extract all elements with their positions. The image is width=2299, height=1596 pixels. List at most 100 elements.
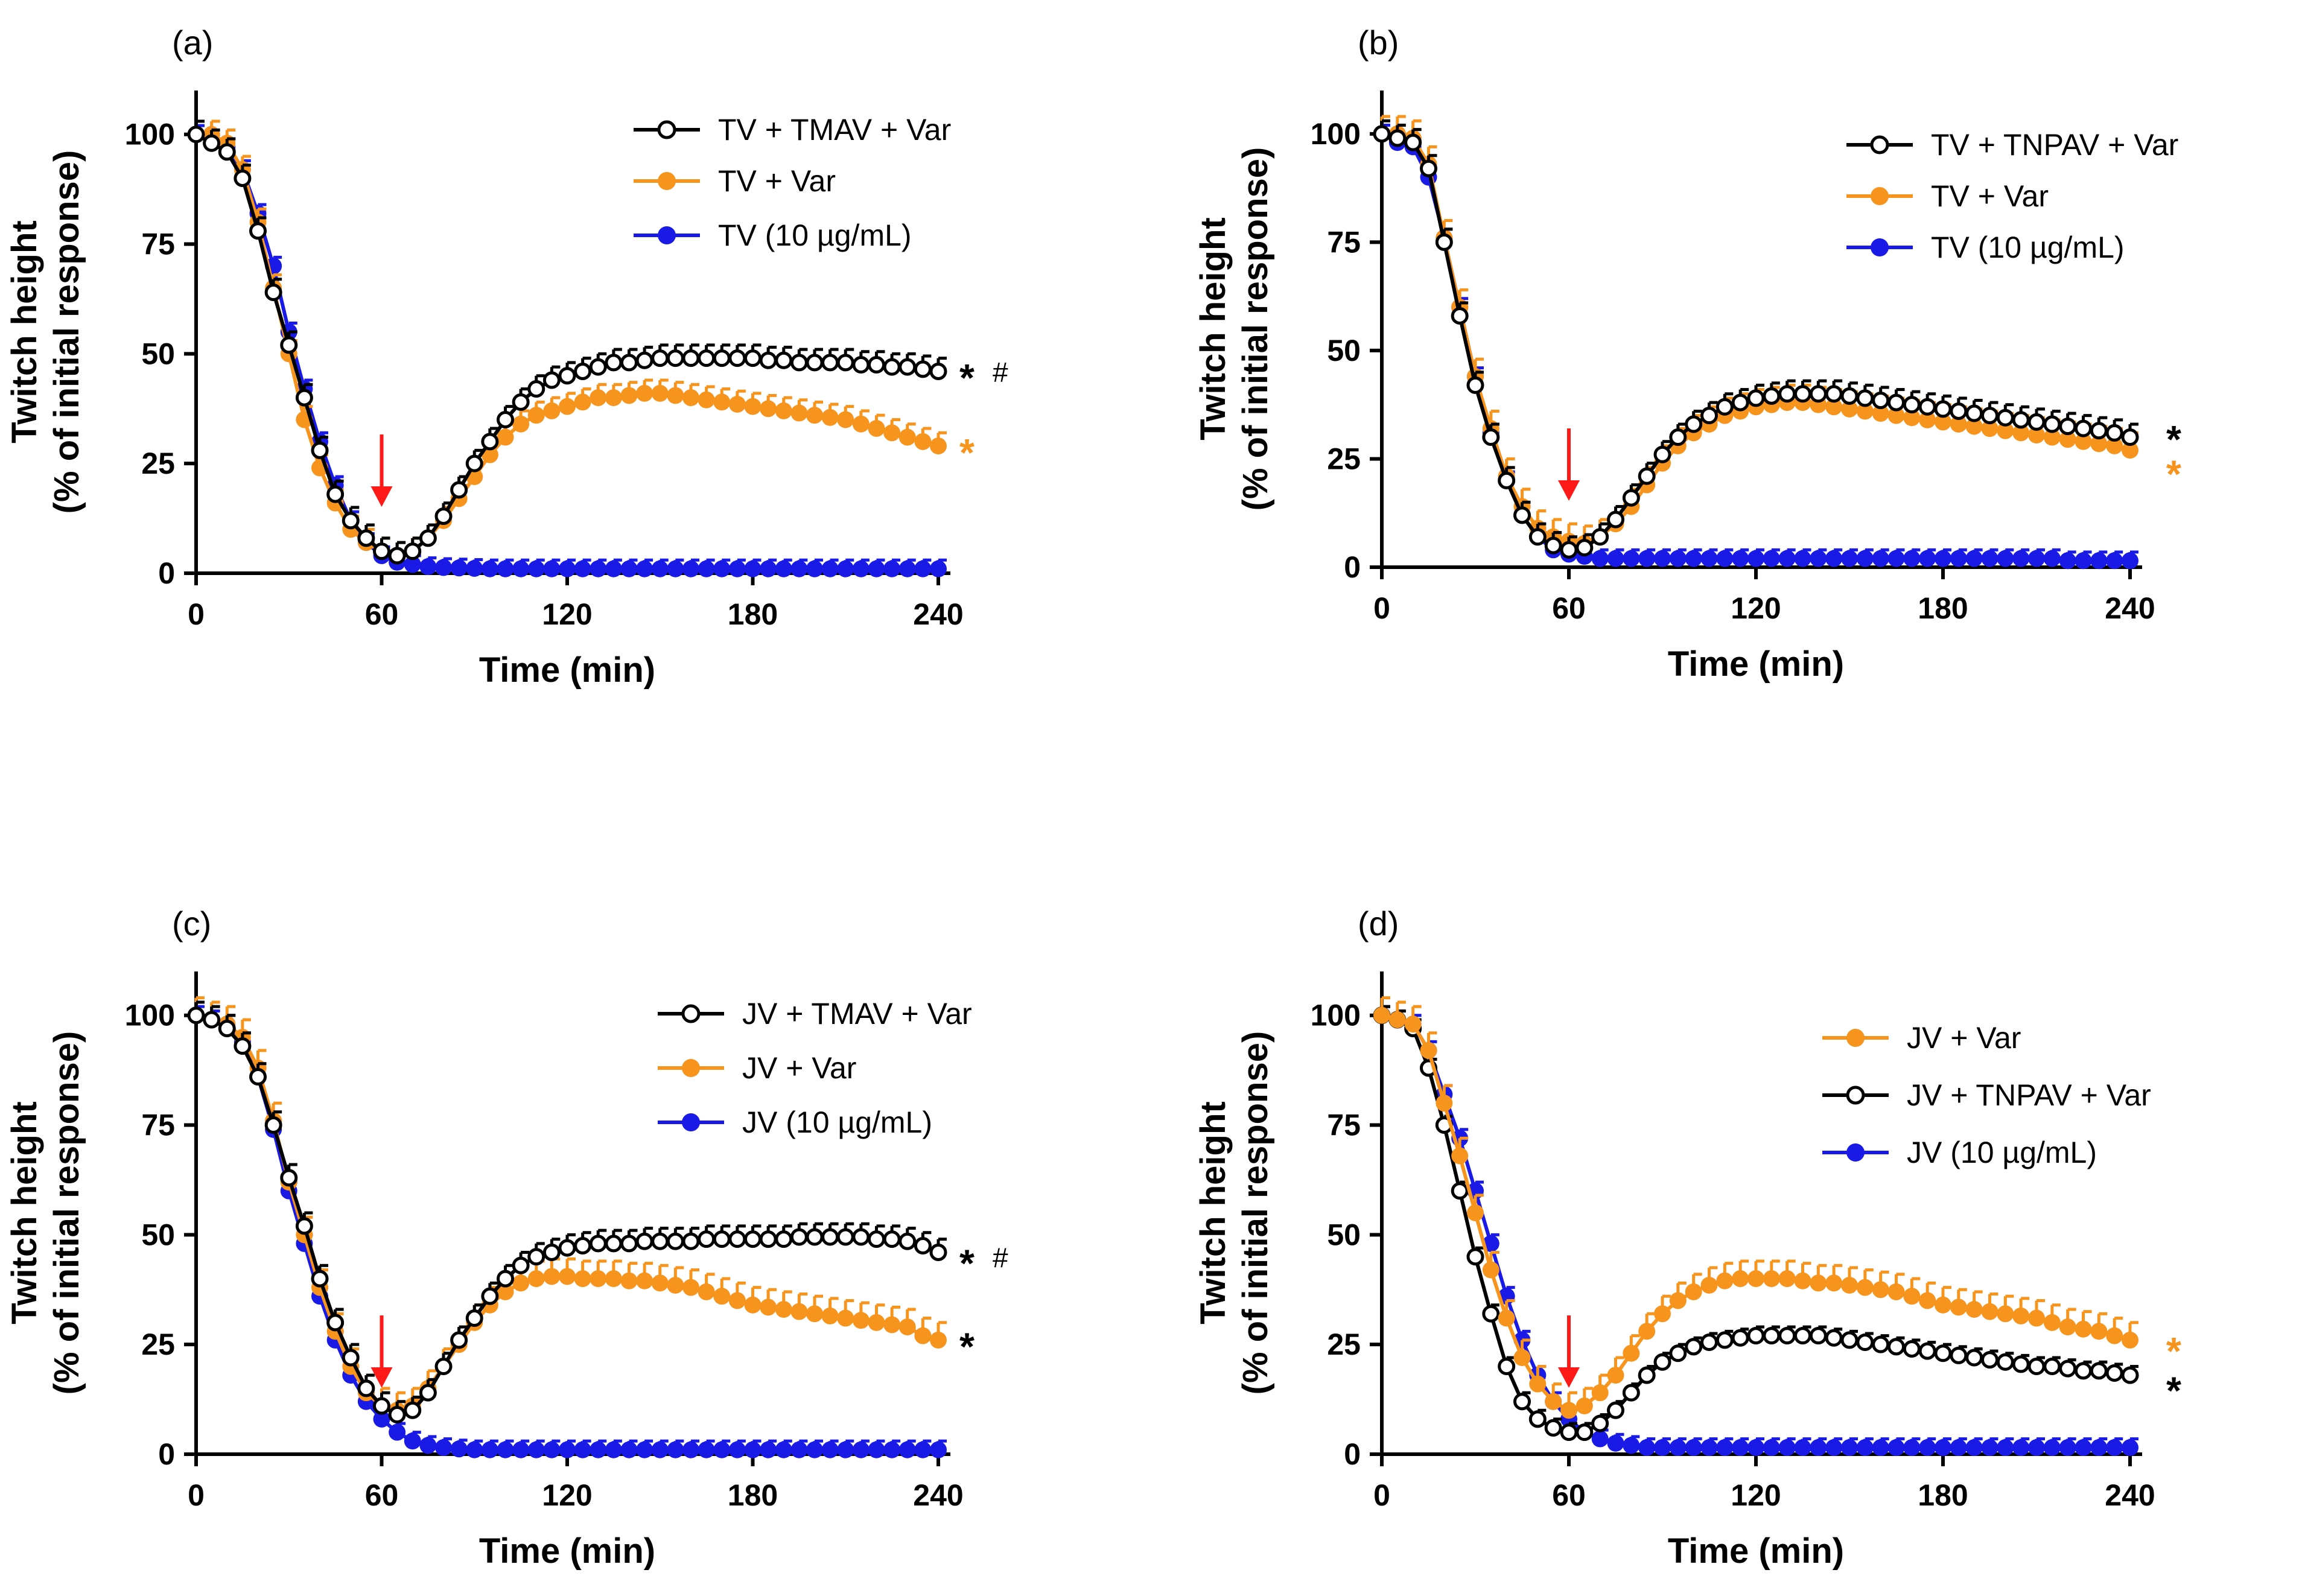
data-point (744, 398, 762, 415)
data-point (1809, 1327, 1827, 1345)
data-point (2106, 1439, 2123, 1457)
data-point (651, 384, 669, 402)
data-point (929, 1243, 947, 1261)
data-point (1856, 389, 1874, 407)
data-point (605, 1235, 623, 1253)
data-point (760, 560, 777, 577)
data-point (357, 529, 375, 547)
data-point (311, 441, 329, 459)
data-point (2122, 552, 2138, 570)
data-point (388, 1406, 406, 1424)
data-point (1591, 1414, 1609, 1432)
data-point (527, 380, 545, 398)
data-point (373, 1397, 390, 1415)
data-point (1669, 1439, 1687, 1457)
data-point (1965, 1439, 1983, 1457)
data-point (1919, 411, 1936, 428)
data-point (620, 1235, 638, 1253)
legend-label: TV + TMAV + Var (718, 113, 951, 147)
data-point (512, 393, 530, 411)
data-point (574, 1441, 591, 1458)
data-point (1950, 1346, 1968, 1364)
data-point (1591, 550, 1609, 567)
legend-marker (658, 172, 676, 190)
data-point (1638, 550, 1656, 567)
data-point (2122, 442, 2138, 459)
y-tick-label: 25 (1327, 1327, 1361, 1361)
data-point (1918, 1342, 1936, 1360)
data-point (2027, 1358, 2046, 1376)
significance-asterisk: * (959, 431, 975, 474)
data-point (1997, 550, 2014, 567)
data-point (1872, 392, 1890, 409)
data-point (667, 387, 684, 404)
data-point (342, 512, 360, 530)
data-point (1591, 528, 1609, 546)
data-point (1763, 1270, 1780, 1288)
data-point (728, 396, 746, 413)
data-point (883, 358, 901, 376)
data-point (574, 560, 591, 577)
data-point (930, 1331, 947, 1349)
legend-entry: JV (10 µg/mL) (658, 1105, 932, 1139)
data-point (1809, 385, 1827, 403)
y-tick-label: 25 (141, 447, 175, 480)
data-point (2043, 1439, 2061, 1457)
data-point (636, 1441, 653, 1458)
data-point (713, 349, 731, 367)
data-point (698, 560, 715, 577)
data-point (1825, 1274, 1843, 1292)
data-point (1935, 1439, 1951, 1457)
data-point (2075, 1320, 2092, 1338)
data-point (2090, 1362, 2108, 1380)
y-tick-label: 50 (141, 337, 175, 370)
y-tick-label: 50 (141, 1218, 175, 1251)
data-point (759, 351, 777, 369)
y-tick-label: 0 (1344, 550, 1361, 584)
data-point (1420, 1041, 1437, 1059)
treatment-arrow-head (370, 486, 393, 507)
data-point (1997, 1305, 2014, 1323)
data-point (1778, 550, 1796, 567)
data-point (1825, 385, 1843, 403)
data-point (1950, 550, 1967, 567)
data-point (1856, 1279, 1874, 1296)
data-point (481, 1287, 499, 1305)
data-point (1856, 1439, 1874, 1457)
y-tick-label: 75 (141, 227, 175, 261)
data-point (1935, 1296, 1951, 1314)
data-point (559, 398, 576, 415)
data-point (497, 428, 514, 446)
data-point (1591, 1384, 1609, 1402)
data-point (373, 542, 390, 561)
data-point (373, 1410, 390, 1428)
data-point (868, 1441, 885, 1458)
data-point (1482, 1261, 1499, 1279)
data-point (481, 560, 498, 577)
legend-label: JV + Var (1907, 1021, 2021, 1055)
data-point (1685, 415, 1703, 433)
data-point (388, 547, 406, 565)
data-point (249, 1068, 267, 1086)
data-point (419, 558, 437, 576)
data-point (1373, 1006, 1390, 1024)
data-point (868, 560, 885, 577)
data-point (667, 1277, 684, 1294)
data-point (682, 389, 699, 407)
data-point (1887, 1338, 1905, 1356)
data-point (1903, 396, 1921, 414)
data-point (419, 1437, 437, 1454)
data-point (1545, 1393, 1562, 1410)
data-point (1669, 550, 1687, 567)
data-point (898, 1318, 916, 1336)
data-point (1622, 1384, 1640, 1402)
data-point (914, 560, 932, 577)
panel-label: (c) (172, 905, 211, 943)
y-tick-label: 75 (1327, 1108, 1361, 1142)
data-point (744, 1230, 762, 1248)
data-point (2059, 1359, 2077, 1378)
data-point (790, 1441, 808, 1458)
x-tick-label: 240 (913, 597, 963, 631)
data-point (1918, 398, 1936, 416)
data-point (558, 367, 576, 385)
